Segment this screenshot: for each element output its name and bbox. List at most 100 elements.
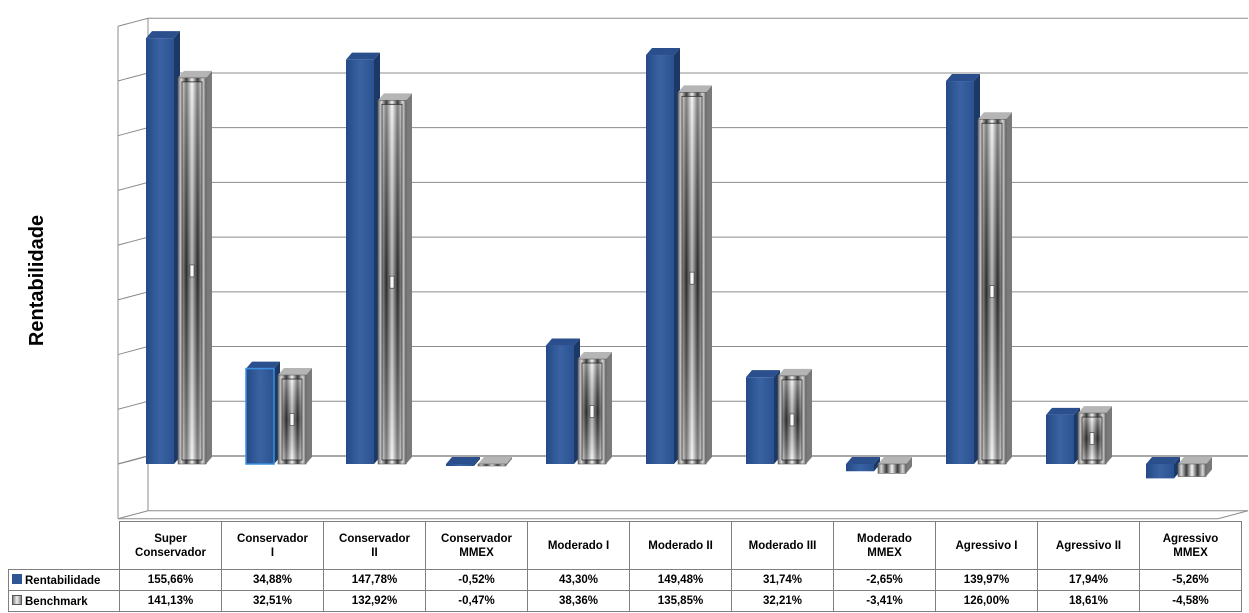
category-label: Conservador II	[323, 521, 426, 570]
bar-benchmark	[277, 368, 312, 465]
category-label-line: I	[270, 546, 275, 559]
category-label: Super Conservador	[119, 521, 222, 570]
legend-rentabilidade: Rentabilidade	[8, 569, 120, 591]
category-label-line: Moderado I	[547, 539, 610, 552]
bar-rentabilidade	[245, 361, 280, 465]
gridline	[117, 510, 1248, 520]
bars	[146, 31, 1212, 479]
table-row-rentabilidade: Rentabilidade 155,66% 34,88% 147,78% -0,52%…	[8, 569, 1242, 591]
bar-benchmark	[177, 70, 212, 465]
category-row: Super Conservador Conservador I Conservador I…	[9, 521, 1242, 570]
category-label: Moderado II	[629, 521, 732, 570]
data-label: 141,13%	[119, 590, 222, 612]
data-label: 135,85%	[629, 590, 732, 612]
bar-bevel-core	[389, 275, 395, 289]
category-label-line: Conservador	[339, 532, 410, 545]
bar-rentabilidade	[946, 74, 980, 464]
bar-benchmark	[777, 368, 812, 465]
bar-front-face	[846, 464, 874, 472]
bar-bevel-core	[1089, 432, 1095, 445]
bar-front-face	[446, 464, 474, 466]
data-label: 32,51%	[221, 590, 324, 612]
bar-top-face	[578, 352, 612, 360]
bar-bevel-core	[689, 271, 695, 285]
data-label: 17,94%	[1037, 569, 1140, 591]
bar-front-face	[646, 55, 674, 465]
bar-rentabilidade	[646, 48, 680, 465]
category-label-line: MMEX	[867, 546, 902, 559]
bar-top-face	[178, 70, 212, 78]
category-label-line: Super	[154, 532, 187, 545]
category-label: Agressivo II	[1037, 521, 1140, 570]
bar-top-face	[778, 368, 812, 376]
legend-benchmark: Benchmark	[8, 590, 120, 612]
bar-side-face	[1106, 406, 1112, 464]
bar-top-face	[478, 457, 512, 464]
bar-rentabilidade	[346, 52, 380, 464]
category-label: Conservador I	[221, 521, 324, 570]
data-label: -4,58%	[1139, 590, 1242, 612]
bar-top-face	[378, 93, 412, 101]
data-label: 149,48%	[629, 569, 732, 591]
bar-top-face	[846, 457, 880, 464]
table-corner	[9, 522, 120, 570]
bar-side-face	[706, 85, 712, 465]
category-label-line: Moderado II	[648, 539, 713, 552]
category-label-line: Agressivo I	[955, 539, 1018, 552]
legend-label: Benchmark	[25, 595, 88, 608]
category-label-line: II	[371, 546, 378, 559]
category-label: Moderado III	[731, 521, 834, 570]
bar-front-face	[1177, 463, 1207, 477]
data-label: -0,47%	[425, 590, 528, 612]
category-label-line: MMEX	[1173, 546, 1208, 559]
category-label: Agressivo I	[935, 521, 1038, 570]
bar-bevel-core	[289, 413, 295, 426]
bar-top-face	[1078, 406, 1112, 414]
bar-side-face	[1206, 457, 1212, 477]
bar-benchmark	[377, 93, 412, 465]
data-label: -2,65%	[833, 569, 936, 591]
data-label: 18,61%	[1037, 590, 1140, 612]
bar-side-face	[1006, 112, 1012, 464]
legend-key-benchmark	[12, 594, 22, 605]
data-label: 31,74%	[731, 569, 834, 591]
bar-rentabilidade	[146, 31, 180, 465]
bar-top-face	[1146, 457, 1180, 464]
category-label-line: Moderado III	[748, 539, 817, 552]
bar-top-face	[878, 457, 912, 464]
bar-rentabilidade	[1046, 407, 1080, 464]
bar-top-face	[146, 31, 180, 39]
bar-front-face	[877, 463, 907, 474]
data-table: Super Conservador Conservador I Conservador I…	[8, 521, 1242, 612]
bar-top-face	[278, 368, 312, 376]
bar-benchmark	[977, 112, 1012, 465]
bar-top-face	[646, 48, 680, 56]
category-label: Conservador MMEX	[425, 521, 528, 570]
bar-top-face	[346, 52, 380, 60]
bar-front-face	[1046, 414, 1074, 464]
bar-front-face	[1146, 464, 1174, 479]
bar-side-face	[806, 368, 812, 464]
data-label: 43,30%	[527, 569, 630, 591]
data-label: 155,66%	[119, 569, 222, 591]
bar-top-face	[746, 370, 780, 378]
category-label-line: Agressivo	[1162, 532, 1219, 545]
category-label-line: Conservador	[135, 546, 206, 559]
bar-front-face	[146, 38, 174, 465]
bar-front-face	[245, 367, 275, 465]
data-label: -3,41%	[833, 590, 936, 612]
data-label: -0,52%	[425, 569, 528, 591]
bar-side-face	[406, 93, 412, 465]
bar-benchmark	[1177, 457, 1212, 477]
data-label: 147,78%	[323, 569, 426, 591]
table-row-benchmark: Benchmark 141,13% 32,51% 132,92% -0,47% 38,3…	[8, 590, 1242, 612]
category-label-line: MMEX	[459, 546, 494, 559]
category-label-line: Agressivo II	[1055, 539, 1122, 552]
bar-top-face	[1178, 457, 1212, 464]
bar-side-face	[874, 457, 880, 472]
bar-benchmark	[677, 85, 712, 465]
data-label: 32,21%	[731, 590, 834, 612]
bar-benchmark	[1077, 406, 1112, 465]
floor-right-edge	[1217, 510, 1249, 520]
